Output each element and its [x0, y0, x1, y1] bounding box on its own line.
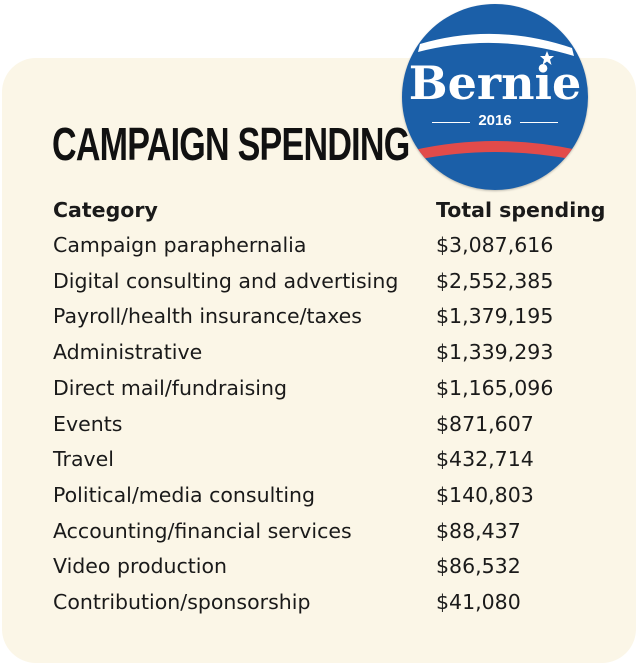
table-cell-total: $2,552,385	[436, 269, 554, 293]
table-cell-total: $432,714	[436, 447, 534, 471]
badge-rule-left	[432, 122, 470, 123]
table-cell-total: $88,437	[436, 519, 521, 543]
table-cell-category: Video production	[53, 554, 228, 578]
chart-title: CAMPAIGN SPENDING	[52, 118, 410, 170]
table-cell-category: Direct mail/fundraising	[53, 376, 288, 400]
badge-stripes	[414, 33, 578, 160]
table-cell-category: Political/media consulting	[53, 483, 316, 507]
table-cell-category: Payroll/health insurance/taxes	[53, 304, 362, 328]
table-cell-category: Contribution/sponsorship	[53, 590, 311, 614]
column-header-category: Category	[53, 198, 158, 222]
table-cell-category: Accounting/financial services	[53, 519, 352, 543]
column-header-total: Total spending	[436, 198, 606, 222]
campaign-button-badge: Bernie 2016	[402, 4, 588, 190]
table-cell-total: $1,379,195	[436, 304, 554, 328]
table-cell-category: Digital consulting and advertising	[53, 269, 399, 293]
badge-rule-right	[520, 122, 558, 123]
table-cell-total: $86,532	[436, 554, 521, 578]
table-cell-total: $140,803	[436, 483, 534, 507]
badge-year: 2016	[478, 112, 512, 129]
star-icon	[540, 51, 554, 65]
badge-name: Bernie	[408, 56, 582, 110]
table-cell-category: Administrative	[53, 340, 203, 364]
table-cell-total: $1,165,096	[436, 376, 554, 400]
table-cell-total: $3,087,616	[436, 233, 554, 257]
table-cell-total: $41,080	[436, 590, 521, 614]
table-cell-category: Travel	[53, 447, 114, 471]
table-cell-category: Events	[53, 412, 123, 436]
table-cell-total: $1,339,293	[436, 340, 554, 364]
table-cell-total: $871,607	[436, 412, 534, 436]
table-cell-category: Campaign paraphernalia	[53, 233, 307, 257]
